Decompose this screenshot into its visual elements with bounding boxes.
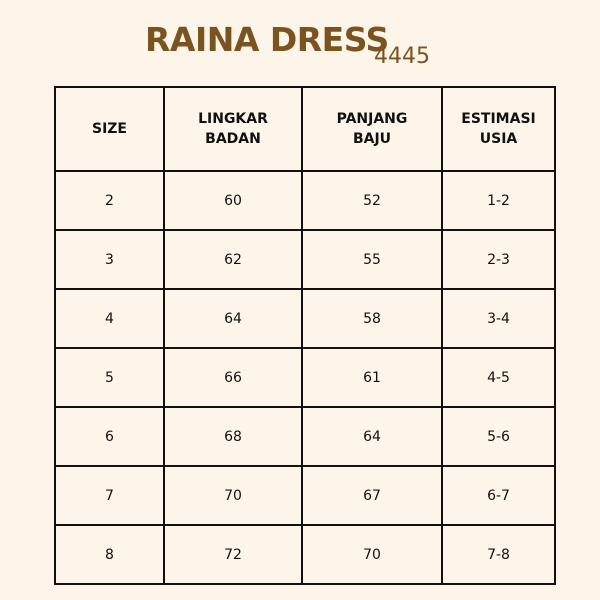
- table-row: 2 60 52 1-2: [54, 170, 556, 231]
- product-code: 4445: [374, 44, 430, 69]
- table-cell: 70: [301, 524, 443, 585]
- header-text: BAJU: [352, 131, 392, 147]
- header-row: SIZE LINGKAR BADAN PANJANG BAJU ESTIMASI USIA: [54, 86, 556, 172]
- table-cell: 68: [163, 406, 303, 467]
- header-text: USIA: [479, 131, 518, 147]
- header-text: LINGKAR: [198, 111, 268, 127]
- table-cell: 1-2: [441, 170, 556, 231]
- table-cell: 64: [301, 406, 443, 467]
- table-cell: 7-8: [441, 524, 556, 585]
- table-row: 6 68 64 5-6: [54, 406, 556, 467]
- table-cell: 3-4: [441, 288, 556, 349]
- table-cell: 4-5: [441, 347, 556, 408]
- table-cell: 67: [301, 465, 443, 526]
- table-cell: 70: [163, 465, 303, 526]
- header-text: PANJANG: [336, 111, 408, 127]
- table-cell: 52: [301, 170, 443, 231]
- table-cell: 72: [163, 524, 303, 585]
- page-title: RAINA DRESS: [145, 20, 389, 59]
- table-row: 3 62 55 2-3: [54, 229, 556, 290]
- table-cell: 55: [301, 229, 443, 290]
- table-cell: 64: [163, 288, 303, 349]
- table-cell: 58: [301, 288, 443, 349]
- table-cell: 5: [54, 347, 165, 408]
- header-text: ESTIMASI: [461, 111, 536, 127]
- header-text: BADAN: [205, 131, 261, 147]
- table-row: 7 70 67 6-7: [54, 465, 556, 526]
- size-chart-table: SIZE LINGKAR BADAN PANJANG BAJU ESTIMASI USIA …: [54, 86, 556, 585]
- column-header: LINGKAR BADAN: [163, 86, 303, 172]
- table-cell: 66: [163, 347, 303, 408]
- table-cell: 2-3: [441, 229, 556, 290]
- header-text: SIZE: [91, 121, 127, 137]
- table-cell: 2: [54, 170, 165, 231]
- table-row: 5 66 61 4-5: [54, 347, 556, 408]
- table-cell: 6: [54, 406, 165, 467]
- table-cell: 5-6: [441, 406, 556, 467]
- table-cell: 8: [54, 524, 165, 585]
- column-header: PANJANG BAJU: [301, 86, 443, 172]
- table-cell: 60: [163, 170, 303, 231]
- table-cell: 62: [163, 229, 303, 290]
- table-cell: 3: [54, 229, 165, 290]
- table-cell: 4: [54, 288, 165, 349]
- table-cell: 6-7: [441, 465, 556, 526]
- table-row: 4 64 58 3-4: [54, 288, 556, 349]
- column-header: ESTIMASI USIA: [441, 86, 556, 172]
- table-cell: 7: [54, 465, 165, 526]
- table-cell: 61: [301, 347, 443, 408]
- column-header: SIZE: [54, 86, 165, 172]
- table-row: 8 72 70 7-8: [54, 524, 556, 585]
